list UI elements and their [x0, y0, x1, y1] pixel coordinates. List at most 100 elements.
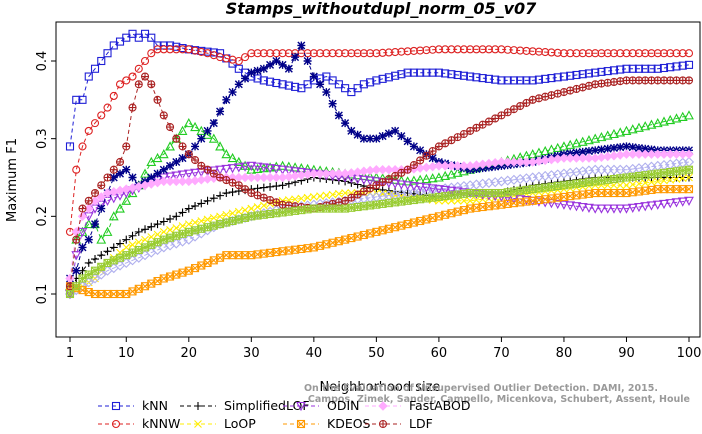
x-tick-label: 80 — [556, 346, 573, 361]
data-point-odin — [177, 170, 188, 180]
data-point-odin — [584, 203, 594, 213]
data-point-knn — [447, 70, 456, 79]
data-point-knn — [541, 74, 550, 83]
data-point-cof — [247, 68, 256, 77]
data-point-loop — [322, 191, 331, 200]
data-point-ldf — [509, 105, 518, 114]
data-point-fastabod — [665, 149, 675, 159]
data-point-cof — [228, 88, 237, 97]
data-point-lof — [446, 169, 457, 179]
data-point-knnw — [578, 49, 587, 58]
data-point-cof — [72, 266, 81, 275]
legend-label-odin: ODIN — [327, 398, 360, 413]
data-point-ldf — [516, 101, 525, 111]
data-point-knn — [416, 68, 425, 77]
data-point-inflo — [416, 195, 425, 204]
legend-item-odin: ODIN — [283, 398, 360, 413]
data-point-inflo — [403, 196, 412, 205]
data-point-lof — [665, 114, 676, 125]
data-point-fastabod — [640, 149, 650, 159]
data-point-knnw — [72, 165, 81, 174]
data-point-odin — [252, 162, 263, 172]
data-point-odin — [659, 199, 669, 210]
data-point-fastabod — [502, 157, 513, 167]
data-point-knnw — [341, 49, 350, 58]
data-point-ldf — [165, 122, 175, 132]
data-point-knn — [484, 74, 493, 83]
data-point-knnw — [134, 64, 143, 73]
data-point-ldf — [159, 111, 168, 120]
data-point-simplifiedlof — [166, 214, 175, 223]
data-point-loop — [247, 204, 256, 213]
data-point-lof — [596, 131, 607, 142]
data-point-knn — [266, 77, 275, 86]
data-point-inflo — [72, 282, 81, 291]
data-point-inflo — [534, 184, 543, 193]
data-point-loop — [341, 189, 349, 197]
data-point-knn — [434, 68, 443, 77]
data-point-loop — [303, 193, 312, 202]
data-point-cof — [341, 119, 350, 128]
data-point-inflo — [178, 229, 187, 238]
legend-item-knn: kNN — [98, 398, 168, 413]
data-point-inflo — [347, 203, 356, 212]
data-point-simplifiedlof — [84, 258, 93, 267]
data-point-lof — [452, 167, 463, 177]
data-point-cof — [634, 143, 643, 152]
data-point-fastabod — [577, 153, 588, 163]
data-point-knn — [647, 64, 656, 73]
data-point-knnw — [603, 49, 612, 58]
data-point-fastabod — [509, 157, 519, 167]
data-point-cof — [609, 143, 618, 152]
data-point-knnw — [103, 103, 112, 112]
data-point-knnw — [359, 49, 368, 58]
data-point-inflo — [622, 173, 631, 182]
data-point-odin — [271, 164, 282, 175]
data-point-ldf — [453, 133, 462, 142]
data-point-simplifiedlof — [134, 227, 143, 236]
data-point-lof — [559, 141, 569, 151]
data-point-inflo — [272, 209, 281, 218]
data-point-cof — [216, 107, 225, 116]
data-point-knnw — [234, 56, 243, 66]
data-point-inflo — [422, 194, 431, 203]
legend-item-loop: LoOP — [180, 416, 256, 431]
data-point-cof — [347, 126, 356, 135]
data-point-cof — [116, 169, 125, 178]
data-point-inflo — [647, 170, 656, 179]
data-point-cof — [272, 57, 281, 65]
data-point-kdeos — [684, 185, 694, 194]
data-point-inflo — [428, 193, 437, 202]
data-point-lof — [590, 133, 601, 143]
data-point-odin — [665, 199, 676, 209]
data-point-odin — [565, 201, 576, 211]
data-point-inflo — [528, 185, 537, 194]
data-point-inflo — [578, 178, 587, 187]
data-point-simplifiedlof — [141, 225, 150, 234]
data-point-inflo — [628, 172, 637, 181]
data-point-knnw — [284, 49, 293, 58]
data-point-fastabod — [659, 149, 669, 159]
data-point-knnw — [84, 126, 93, 135]
data-point-lof — [252, 163, 263, 174]
data-point-knnw — [197, 47, 206, 56]
data-point-lof — [602, 130, 613, 140]
data-point-knnw — [115, 80, 125, 89]
data-point-inflo — [303, 205, 312, 214]
series-knnw — [65, 45, 694, 236]
data-point-ldf — [391, 171, 400, 180]
data-point-knn — [209, 48, 218, 57]
data-point-knnw — [222, 54, 231, 63]
data-point-knn — [278, 80, 287, 89]
data-point-knnw — [434, 45, 443, 54]
data-point-knn — [641, 64, 650, 73]
data-point-inflo — [266, 209, 275, 219]
data-point-simplifiedlof — [259, 183, 268, 192]
data-point-lof — [440, 170, 451, 180]
data-point-knnw — [241, 53, 250, 62]
data-point-fastabod — [496, 157, 507, 167]
chart-title: Stamps_withoutdupl_norm_05_v07 — [226, 0, 538, 18]
data-point-knnw — [378, 48, 387, 57]
data-point-fastabod — [452, 161, 463, 171]
data-point-odin — [427, 184, 438, 194]
